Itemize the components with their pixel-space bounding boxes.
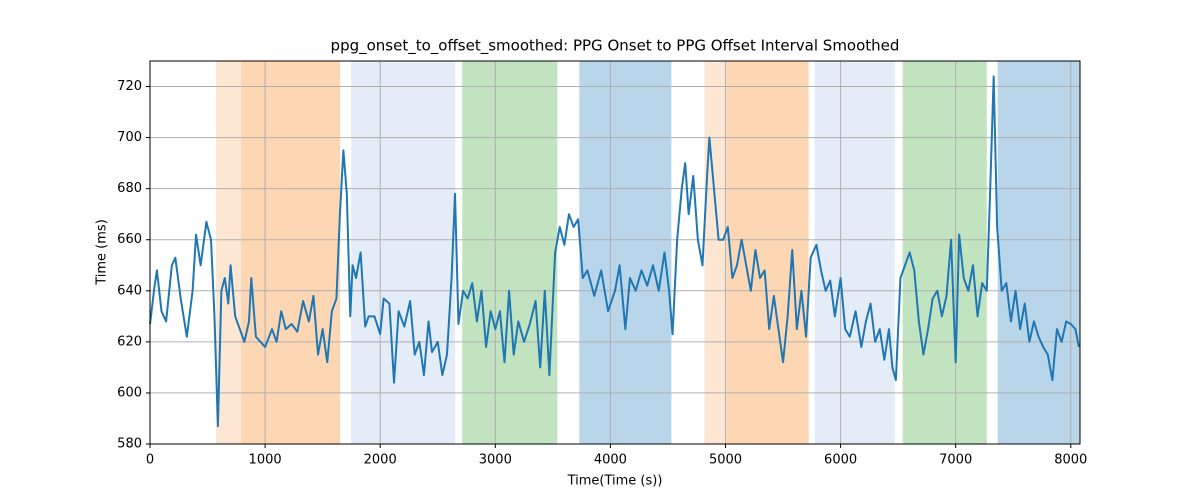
chart-title: ppg_onset_to_offset_smoothed: PPG Onset … [331, 37, 900, 56]
span [462, 61, 558, 444]
ticks: 0 1000 2000 3000 4000 5000 6000 7000 8000 580 600 6… [117, 79, 1087, 467]
y-tick-label: 580 [117, 437, 142, 452]
span [814, 61, 895, 444]
y-tick-label: 720 [117, 79, 142, 94]
plot [149, 75, 1080, 428]
plot-frame [149, 60, 1081, 445]
y-axis-label: Time (ms) [95, 219, 110, 286]
x-tick-label: 8000 [1054, 453, 1087, 468]
x-tick-label: 0 [146, 453, 154, 468]
y-tick-label: 700 [117, 130, 142, 145]
x-tick-label: 5000 [709, 453, 742, 468]
y-tick-label: 680 [117, 181, 142, 196]
y-tick-label: 640 [117, 283, 142, 298]
data-line [149, 75, 1080, 428]
span [704, 61, 727, 444]
span [902, 61, 987, 444]
spans [216, 61, 1080, 444]
span [216, 61, 242, 444]
x-tick-label: 2000 [364, 453, 397, 468]
x-tick-label: 4000 [594, 453, 627, 468]
x-tick-label: 3000 [479, 453, 512, 468]
y-tick-label: 600 [117, 385, 142, 400]
span [997, 61, 1080, 444]
x-tick-label: 1000 [249, 453, 282, 468]
span [241, 61, 341, 444]
x-axis-label: Time(Time (s)) [567, 474, 663, 489]
y-tick-label: 660 [117, 232, 142, 247]
x-tick-label: 6000 [824, 453, 857, 468]
span [351, 61, 456, 444]
span [579, 61, 672, 444]
x-tick-label: 7000 [939, 453, 972, 468]
y-tick-label: 620 [117, 334, 142, 349]
